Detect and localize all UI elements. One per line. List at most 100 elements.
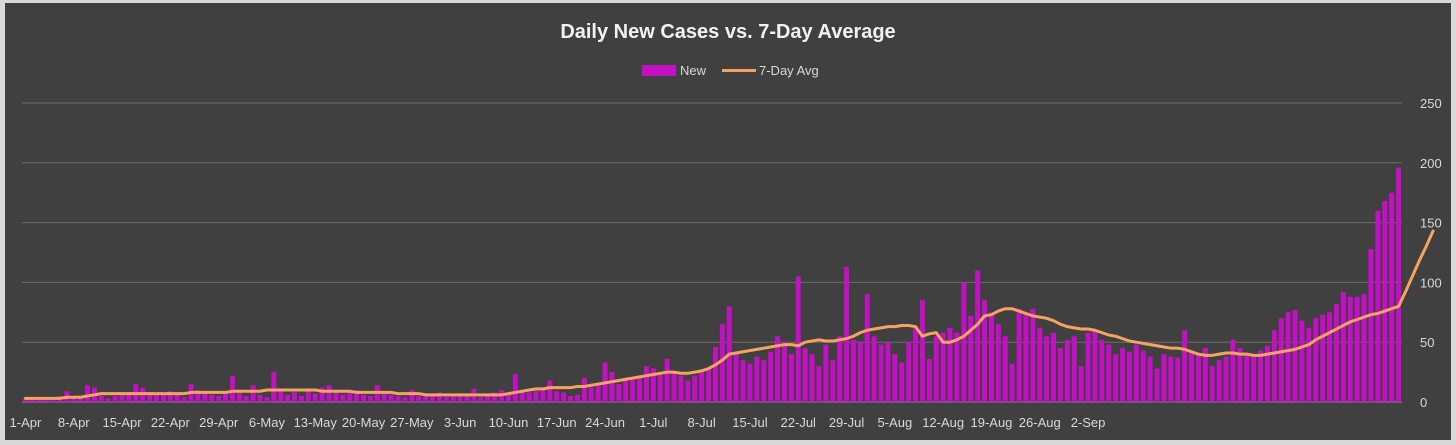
bar-new	[857, 342, 863, 402]
bar-new	[1182, 330, 1188, 402]
bar-new	[574, 394, 580, 402]
y-tick-label: 100	[1420, 275, 1442, 290]
y-tick-label: 0	[1420, 395, 1427, 410]
bar-new	[71, 398, 77, 402]
bar-new	[216, 396, 222, 402]
bar-new	[292, 392, 298, 402]
bar-new	[788, 354, 794, 402]
bar-new	[278, 390, 284, 402]
bar-new	[1113, 354, 1119, 402]
bar-new	[105, 398, 111, 402]
y-tick-label: 150	[1420, 216, 1442, 231]
bar-new	[1126, 351, 1132, 402]
bar-new	[492, 392, 498, 402]
bar-new	[402, 397, 408, 402]
bar-new	[264, 397, 270, 402]
bar-series-new	[22, 167, 1402, 402]
bar-new	[1230, 339, 1236, 402]
bar-new	[271, 372, 277, 402]
bar-new	[257, 394, 263, 402]
bar-new	[940, 332, 946, 402]
bar-new	[1389, 192, 1395, 402]
bar-new	[112, 396, 118, 402]
bar-new	[1340, 291, 1346, 402]
bar-new	[1313, 318, 1319, 402]
x-tick-label: 17-Jun	[537, 415, 577, 430]
bar-new	[988, 312, 994, 402]
x-tick-label: 29-Apr	[199, 415, 239, 430]
bar-new	[816, 366, 822, 402]
bar-new	[568, 396, 574, 402]
bar-new	[1147, 356, 1153, 402]
bar-new	[1223, 356, 1229, 402]
bar-new	[712, 346, 718, 402]
bar-new	[581, 378, 587, 402]
bar-new	[354, 390, 360, 402]
bar-new	[298, 396, 304, 402]
x-tick-label: 10-Jun	[489, 415, 529, 430]
bar-new	[1071, 336, 1077, 402]
bar-new	[733, 354, 739, 402]
bar-new	[50, 399, 56, 402]
bar-new	[1216, 360, 1222, 402]
bar-new	[181, 397, 187, 402]
bar-new	[906, 342, 912, 402]
bar-new	[588, 387, 594, 402]
bar-new	[1023, 312, 1029, 402]
bar-new	[1333, 303, 1339, 402]
bar-new	[367, 396, 373, 402]
bar-new	[1368, 248, 1374, 402]
bar-new	[305, 390, 311, 402]
bar-new	[871, 336, 877, 402]
bar-new	[926, 358, 932, 402]
bar-new	[195, 390, 201, 402]
bar-new	[416, 396, 422, 402]
bar-new	[761, 360, 767, 402]
x-tick-label: 29-Jul	[829, 415, 865, 430]
bar-new	[1202, 348, 1208, 402]
y-tick-label: 250	[1420, 96, 1442, 111]
bar-new	[850, 339, 856, 402]
x-tick-label: 2-Sep	[1071, 415, 1106, 430]
bar-new	[1285, 312, 1291, 402]
bar-new	[457, 396, 463, 402]
bar-new	[1099, 339, 1105, 402]
bar-new	[1030, 308, 1036, 402]
bar-new	[340, 394, 346, 402]
bar-new	[809, 354, 815, 402]
x-tick-label: 12-Aug	[922, 415, 964, 430]
bar-new	[692, 375, 698, 402]
bar-new	[236, 392, 242, 402]
x-tick-label: 20-May	[342, 415, 386, 430]
bar-new	[899, 362, 905, 402]
x-tick-label: 8-Jul	[688, 415, 716, 430]
bar-new	[609, 372, 615, 402]
x-tick-label: 24-Jun	[585, 415, 625, 430]
line-7-day-avg	[23, 229, 1435, 400]
bar-new	[1133, 344, 1139, 402]
bar-new	[526, 392, 532, 402]
bar-new	[1354, 296, 1360, 402]
x-tick-label: 22-Jul	[781, 415, 817, 430]
bar-new	[878, 344, 884, 402]
bar-new	[202, 392, 208, 402]
bar-new	[395, 396, 401, 402]
x-tick-label: 22-Apr	[151, 415, 191, 430]
bar-new	[1278, 318, 1284, 402]
line-series-7-day-avg	[23, 229, 1435, 400]
bar-new	[1064, 339, 1070, 402]
bar-new	[961, 282, 967, 402]
bar-new	[1092, 330, 1098, 402]
bar-new	[1258, 350, 1264, 402]
bar-new	[830, 360, 836, 402]
bar-new	[505, 394, 511, 402]
bar-new	[844, 266, 850, 402]
bar-new	[554, 391, 560, 402]
bar-new	[595, 384, 601, 402]
bar-new	[1361, 294, 1367, 402]
y-tick-label: 200	[1420, 156, 1442, 171]
bar-new	[423, 393, 429, 402]
bar-new	[623, 380, 629, 402]
bar-new	[1251, 356, 1257, 402]
